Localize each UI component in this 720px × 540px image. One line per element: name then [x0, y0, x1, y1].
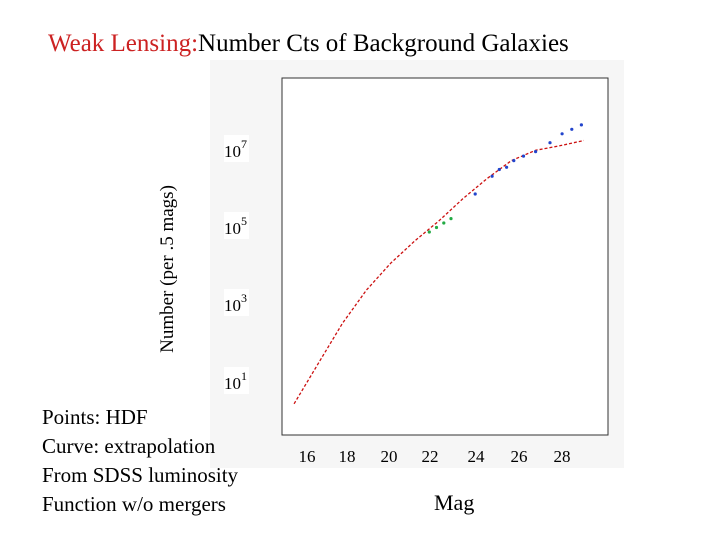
y-tick-1e5: 105: [224, 212, 249, 239]
x-tick-26: 26: [510, 447, 528, 466]
data-point: [548, 141, 552, 145]
data-point: [442, 221, 446, 225]
y-tick-base: 10: [224, 374, 241, 393]
data-point: [579, 123, 584, 127]
x-tick-18: 18: [338, 447, 356, 466]
data-point: [534, 150, 538, 154]
notes-block: Points: HDF Curve: extrapolation From SD…: [42, 403, 238, 519]
note-line: Curve: extrapolation: [42, 434, 216, 458]
x-tick-20: 20: [380, 447, 398, 466]
data-point: [521, 154, 526, 158]
y-tick-exp: 1: [241, 369, 247, 383]
x-tick-28: 28: [553, 447, 571, 466]
data-point: [570, 127, 574, 131]
x-tick-24: 24: [467, 447, 485, 466]
note-line: Function w/o mergers: [42, 492, 226, 516]
y-tick-1e3: 103: [224, 289, 249, 316]
data-point: [449, 217, 453, 221]
y-tick-base: 10: [224, 296, 241, 315]
y-tick-exp: 5: [241, 214, 247, 228]
y-tick-exp: 7: [241, 137, 247, 151]
x-tick-16: 16: [298, 447, 316, 466]
note-line: Points: HDF: [42, 405, 148, 429]
y-axis-label: Number (per .5 mags): [157, 185, 178, 353]
y-tick-1e7: 107: [224, 135, 249, 162]
data-point: [473, 192, 477, 196]
y-tick-exp: 3: [241, 291, 247, 305]
plot-box: [281, 77, 609, 436]
data-point: [427, 230, 431, 234]
data-point: [512, 159, 516, 163]
y-tick-base: 10: [224, 142, 241, 161]
y-tick-1e1: 101: [224, 367, 249, 394]
data-point: [434, 225, 439, 230]
data-point: [490, 174, 494, 178]
data-point: [505, 165, 509, 169]
x-tick-22: 22: [421, 447, 439, 466]
y-tick-base: 10: [224, 219, 241, 238]
data-point: [560, 132, 564, 136]
data-point: [497, 167, 501, 172]
title-accent: Weak Lensing:: [48, 30, 199, 57]
x-axis-label: Mag: [434, 490, 475, 515]
title-rest: Number Cts of Background Galaxies: [198, 30, 569, 57]
slide-title: Weak Lensing:Number Cts of Background Ga…: [48, 30, 569, 58]
note-line: From SDSS luminosity: [42, 463, 239, 487]
